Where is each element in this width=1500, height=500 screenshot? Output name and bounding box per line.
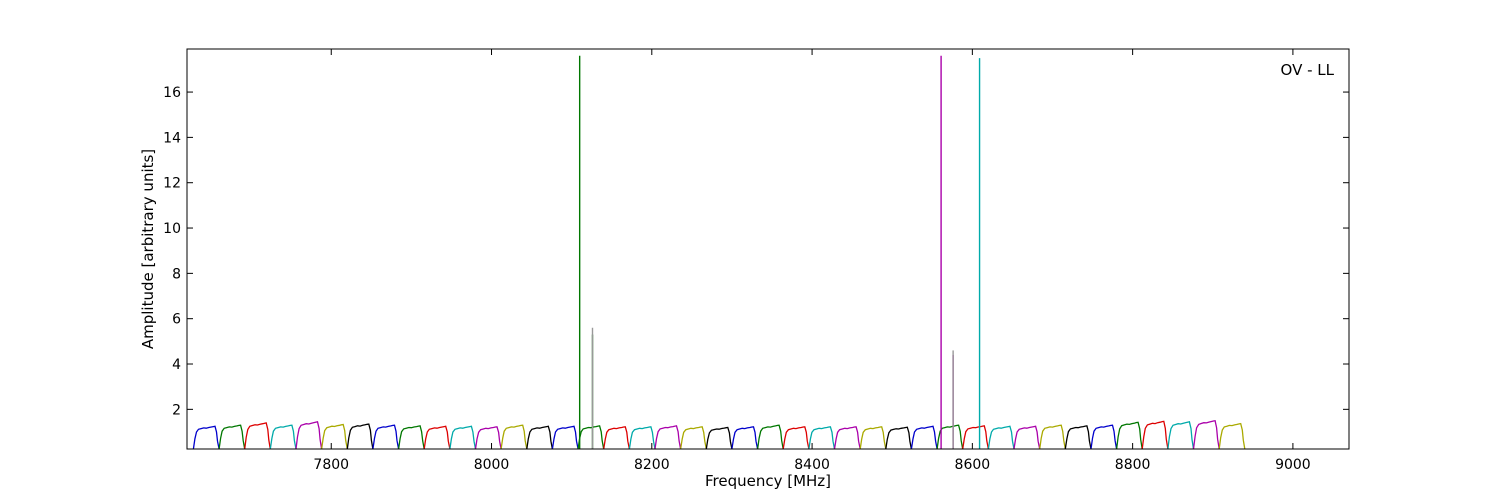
channel-line — [756, 424, 784, 450]
channel-line — [423, 425, 451, 450]
channel-line — [987, 425, 1015, 450]
channel-line — [859, 426, 887, 450]
channel-line — [551, 425, 579, 450]
channel-line — [1013, 425, 1041, 450]
x-tick-label: 8200 — [634, 457, 670, 473]
plot-background — [187, 49, 1349, 449]
channel-line — [731, 426, 759, 450]
x-axis-label: Frequency [MHz] — [705, 472, 831, 490]
channel-line — [295, 421, 323, 450]
channel-line — [1192, 419, 1220, 450]
x-tick-label: 8800 — [1115, 457, 1151, 473]
channel-line — [833, 426, 861, 450]
x-tick-label: 8000 — [474, 457, 510, 473]
x-tick-label: 7800 — [313, 457, 349, 473]
channel-line — [679, 426, 707, 450]
channel-line — [192, 425, 220, 450]
channel-line — [1115, 421, 1143, 450]
channel-line — [500, 424, 528, 450]
channel-line — [808, 426, 836, 450]
y-tick-label: 12 — [163, 176, 181, 192]
y-tick-label: 14 — [163, 130, 181, 146]
channel-line — [372, 424, 400, 450]
channel-line — [474, 426, 502, 450]
channel-line — [1218, 422, 1246, 450]
channel-line — [244, 422, 271, 450]
channel-line — [397, 425, 425, 450]
x-tick-layer: 7800 8000 8200 8400 8600 8800 9000 — [313, 49, 1311, 473]
channel-line — [526, 425, 554, 450]
y-tick-label: 2 — [172, 402, 181, 418]
y-tick-layer: 2 4 6 8 10 12 14 16 — [163, 85, 1349, 418]
channel-line — [654, 425, 682, 450]
channel-line — [1039, 424, 1066, 450]
y-tick-label: 4 — [172, 357, 181, 373]
channel-line — [1090, 424, 1118, 450]
x-tick-label: 8600 — [955, 457, 991, 473]
channel-line — [1167, 421, 1195, 450]
channel-line — [346, 423, 374, 450]
channel-line — [603, 426, 631, 450]
channel-line — [628, 426, 656, 450]
channel-line — [910, 425, 938, 450]
x-tick-label: 8400 — [794, 457, 830, 473]
y-axis-label: Amplitude [arbitrary units] — [139, 149, 157, 349]
channel-line — [1064, 425, 1092, 450]
channel-line — [1141, 420, 1169, 450]
y-tick-label: 8 — [172, 266, 181, 282]
channel-line — [782, 426, 810, 450]
channel-line — [885, 426, 913, 450]
plot-annotation: OV - LL — [1281, 61, 1335, 79]
series-layer — [192, 55, 1246, 450]
channel-line — [320, 423, 348, 450]
channel-line — [962, 425, 990, 450]
channel-line — [218, 424, 246, 450]
y-tick-label: 16 — [163, 85, 181, 101]
y-tick-label: 6 — [172, 312, 181, 328]
x-tick-label: 9000 — [1275, 457, 1311, 473]
channel-line — [449, 425, 477, 450]
plot-frame — [186, 48, 1350, 450]
channel-line — [269, 424, 297, 450]
y-tick-label: 10 — [163, 221, 181, 237]
channel-line — [705, 426, 733, 450]
